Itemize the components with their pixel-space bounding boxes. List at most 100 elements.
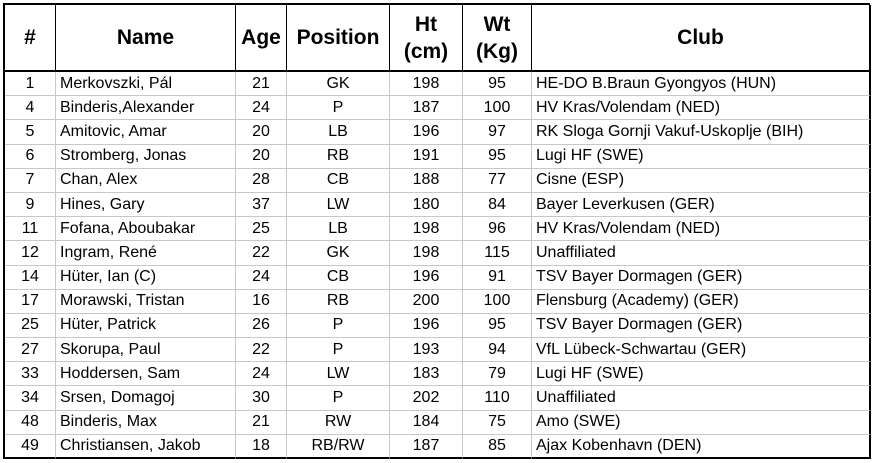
cell-club: HE-DO B.Braun Gyongyos (HUN)	[532, 72, 871, 97]
cell-height: 196	[390, 313, 463, 339]
cell-weight: 91	[463, 265, 532, 290]
header-weight-label: Wt	[483, 12, 511, 36]
header-name: Name	[56, 5, 236, 72]
cell-name: Chan, Alex	[56, 168, 236, 193]
cell-position: RB	[287, 144, 390, 169]
cell-club: Lugi HF (SWE)	[532, 362, 871, 387]
cell-name: Hüter, Ian (C)	[56, 265, 236, 290]
cell-height: 200	[390, 289, 463, 314]
header-club-label: Club	[677, 26, 724, 49]
cell-name: Hines, Gary	[56, 192, 236, 218]
cell-club: Amo (SWE)	[532, 410, 871, 435]
header-name-label: Name	[116, 26, 175, 49]
cell-age: 24	[236, 362, 287, 387]
cell-position: RB/RW	[287, 434, 390, 459]
cell-position: RB	[287, 289, 390, 314]
cell-position: LB	[287, 120, 390, 145]
header-position: Position	[287, 5, 390, 72]
cell-number: 7	[5, 168, 56, 193]
cell-position: GK	[287, 241, 390, 266]
cell-position: GK	[287, 72, 390, 97]
cell-height: 187	[390, 96, 463, 121]
cell-number: 49	[5, 434, 56, 459]
cell-name: Merkovszki, Pál	[56, 72, 236, 97]
cell-weight: 110	[463, 386, 532, 411]
cell-name: Christiansen, Jakob	[56, 434, 236, 459]
cell-weight: 77	[463, 168, 532, 193]
cell-weight: 84	[463, 192, 532, 218]
cell-weight: 95	[463, 144, 532, 169]
cell-name: Stromberg, Jonas	[56, 144, 236, 169]
header-weight-unit: (Kg)	[476, 39, 518, 63]
cell-name: Skorupa, Paul	[56, 338, 236, 363]
cell-age: 18	[236, 434, 287, 459]
cell-position: P	[287, 386, 390, 411]
cell-weight: 75	[463, 410, 532, 435]
header-age: Age	[236, 5, 287, 72]
cell-height: 196	[390, 120, 463, 145]
cell-name: Amitovic, Amar	[56, 120, 236, 145]
header-number-label: #	[24, 26, 36, 49]
cell-weight: 95	[463, 72, 532, 97]
cell-height: 198	[390, 241, 463, 266]
cell-club: Unaffiliated	[532, 241, 871, 266]
cell-number: 14	[5, 265, 56, 290]
cell-age: 16	[236, 289, 287, 314]
cell-club: Flensburg (Academy) (GER)	[532, 289, 871, 314]
cell-weight: 79	[463, 362, 532, 387]
cell-age: 30	[236, 386, 287, 411]
cell-position: CB	[287, 265, 390, 290]
cell-position: CB	[287, 168, 390, 193]
cell-weight: 85	[463, 434, 532, 459]
cell-height: 184	[390, 410, 463, 435]
cell-number: 1	[5, 72, 56, 97]
cell-age: 26	[236, 313, 287, 339]
cell-number: 27	[5, 338, 56, 363]
cell-age: 21	[236, 72, 287, 97]
cell-weight: 95	[463, 313, 532, 339]
cell-name: Fofana, Aboubakar	[56, 217, 236, 242]
cell-club: TSV Bayer Dormagen (GER)	[532, 313, 871, 339]
cell-position: P	[287, 96, 390, 121]
cell-age: 20	[236, 144, 287, 169]
roster-table: # Name Age Position Ht (cm) Wt (Kg) Club…	[3, 3, 871, 459]
cell-club: Ajax Kobenhavn (DEN)	[532, 434, 871, 459]
cell-weight: 94	[463, 338, 532, 363]
cell-club: VfL Lübeck-Schwartau (GER)	[532, 338, 871, 363]
cell-club: RK Sloga Gornji Vakuf-Uskoplje (BIH)	[532, 120, 871, 145]
cell-number: 4	[5, 96, 56, 121]
cell-position: P	[287, 313, 390, 339]
cell-name: Hüter, Patrick	[56, 313, 236, 339]
cell-name: Srsen, Domagoj	[56, 386, 236, 411]
cell-club: HV Kras/Volendam (NED)	[532, 217, 871, 242]
header-club: Club	[532, 5, 871, 72]
cell-club: Unaffiliated	[532, 386, 871, 411]
cell-age: 25	[236, 217, 287, 242]
cell-age: 28	[236, 168, 287, 193]
cell-number: 9	[5, 192, 56, 218]
cell-weight: 96	[463, 217, 532, 242]
cell-height: 198	[390, 72, 463, 97]
cell-position: P	[287, 338, 390, 363]
cell-number: 6	[5, 144, 56, 169]
cell-position: LB	[287, 217, 390, 242]
cell-name: Binderis,Alexander	[56, 96, 236, 121]
cell-club: HV Kras/Volendam (NED)	[532, 96, 871, 121]
cell-weight: 100	[463, 96, 532, 121]
cell-height: 180	[390, 192, 463, 218]
cell-name: Binderis, Max	[56, 410, 236, 435]
cell-height: 196	[390, 265, 463, 290]
cell-number: 48	[5, 410, 56, 435]
cell-position: RW	[287, 410, 390, 435]
cell-age: 24	[236, 265, 287, 290]
cell-position: LW	[287, 362, 390, 387]
header-height-unit: (cm)	[403, 39, 449, 63]
cell-name: Morawski, Tristan	[56, 289, 236, 314]
cell-height: 193	[390, 338, 463, 363]
cell-club: Cisne (ESP)	[532, 168, 871, 193]
cell-number: 11	[5, 217, 56, 242]
cell-number: 34	[5, 386, 56, 411]
cell-number: 5	[5, 120, 56, 145]
cell-height: 202	[390, 386, 463, 411]
header-weight: Wt (Kg)	[463, 5, 532, 72]
